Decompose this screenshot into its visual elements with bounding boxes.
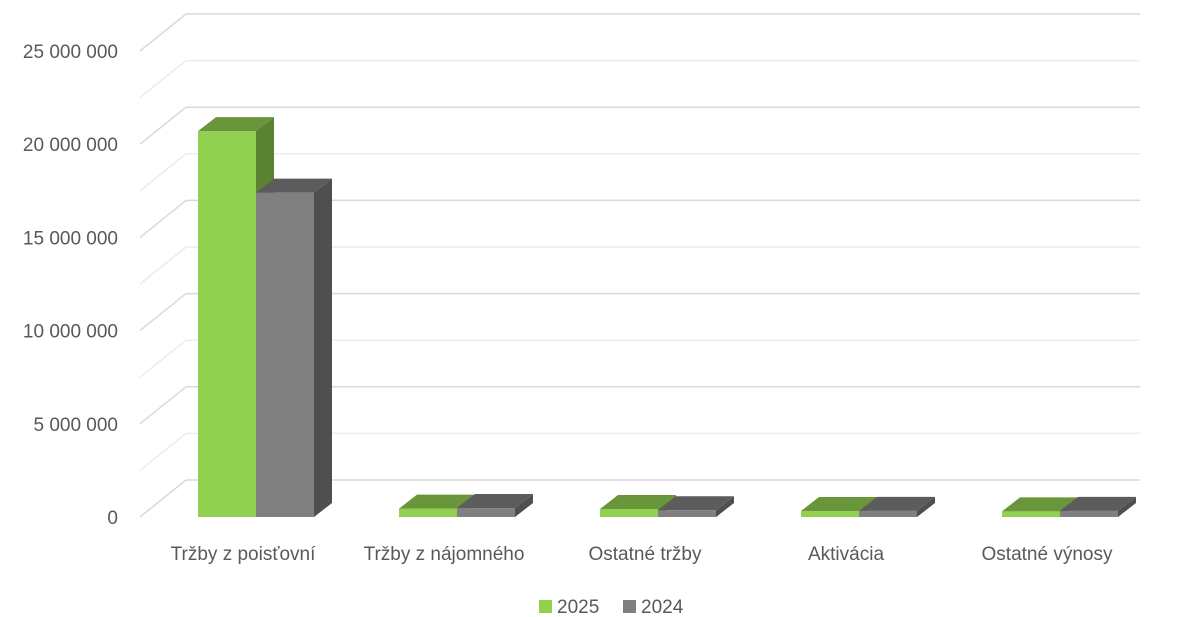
gridline-side (139, 153, 187, 192)
bar-top (600, 494, 676, 509)
bar-side (515, 494, 533, 517)
legend-label: 2024 (641, 597, 684, 617)
bar-top (859, 496, 935, 511)
bar-top (399, 494, 475, 509)
x-tick-label: Ostatné tržby (589, 544, 702, 565)
legend-label: 2025 (557, 597, 599, 617)
bar-top (457, 494, 533, 509)
legend-swatch (623, 600, 636, 613)
bar-top (1060, 496, 1136, 511)
x-tick-label: Aktivácia (808, 544, 884, 565)
bar-2024-2 (658, 496, 734, 517)
bar-front (801, 511, 859, 517)
bar-top (198, 117, 274, 132)
bar-front (1002, 511, 1060, 517)
y-tick-label: 5 000 000 (33, 415, 118, 436)
gridlines (139, 13, 1140, 518)
x-axis: Tržby z poisťovní Tržby z nájomného Ostatn… (171, 544, 1113, 565)
legend: 2025 2024 (539, 597, 684, 617)
bar-front (457, 508, 515, 517)
bar-2024-4 (1060, 496, 1136, 517)
gridline-side (139, 199, 187, 238)
bar-front (859, 510, 917, 517)
bar-front (198, 131, 256, 518)
x-tick-label: Tržby z nájomného (364, 544, 525, 565)
bar-top (256, 178, 332, 193)
bar-side (917, 496, 935, 517)
bar-top (658, 496, 734, 511)
y-tick-label: 15 000 000 (23, 228, 118, 249)
bar-front (1060, 510, 1118, 517)
y-tick-label: 25 000 000 (23, 42, 118, 63)
y-axis: 0 5 000 000 10 000 000 15 000 000 20 000 000… (23, 42, 118, 529)
gridline-side (139, 386, 187, 425)
y-tick-label: 0 (107, 508, 118, 529)
y-tick-label: 10 000 000 (23, 322, 118, 343)
gridline-side (139, 246, 187, 285)
gridline-side (139, 106, 187, 145)
bar-side (716, 496, 734, 517)
bar-2024-3 (859, 496, 935, 517)
gridline-side (139, 293, 187, 332)
x-tick-label: Tržby z poisťovní (171, 544, 316, 565)
bar-front (600, 508, 658, 517)
gridline-side (139, 432, 187, 471)
bar-side (1118, 496, 1136, 517)
bar-top (1002, 497, 1078, 512)
legend-swatch (539, 600, 552, 613)
bar-front (658, 510, 716, 517)
y-tick-label: 20 000 000 (23, 135, 118, 156)
bars (198, 117, 1136, 518)
bar-front (399, 508, 457, 517)
bar-front (256, 192, 314, 517)
bar-top (801, 497, 877, 512)
gridline-side (139, 339, 187, 378)
gridline-side (139, 13, 187, 52)
bar-side (314, 178, 332, 517)
gridline-side (139, 60, 187, 99)
bar-2024-1 (457, 494, 533, 517)
x-tick-label: Ostatné výnosy (982, 544, 1113, 565)
gridline-side (139, 479, 187, 518)
bar-2024-0 (256, 178, 332, 517)
